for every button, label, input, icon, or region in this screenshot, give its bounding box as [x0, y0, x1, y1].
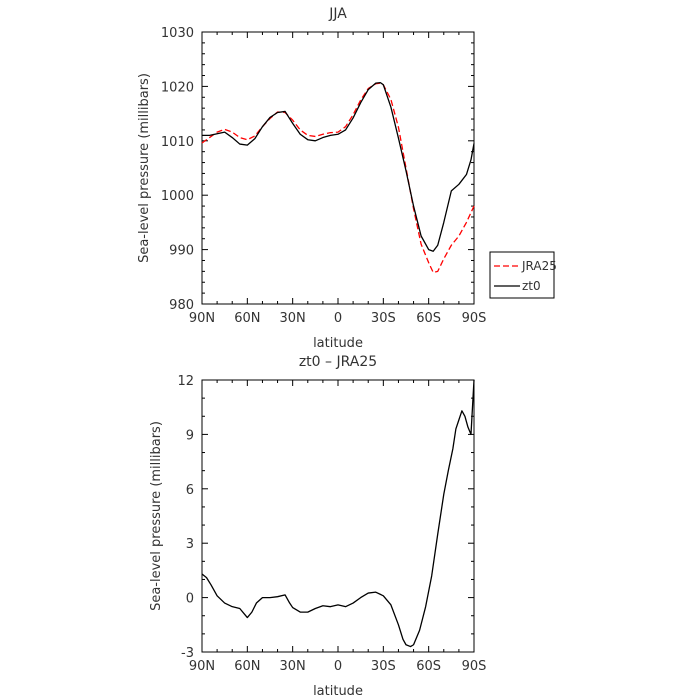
- y-tick-label: 1020: [161, 80, 194, 95]
- top-panel: JJA 980 990 1000 1010 1020 1030 90N 60N 30N 0 30S…: [137, 6, 486, 351]
- y-tick-label: 1000: [161, 189, 194, 204]
- x-tick-label: 60S: [416, 311, 441, 326]
- x-tick-label: 90S: [462, 311, 487, 326]
- bottom-x-axis-title: latitude: [313, 684, 363, 699]
- y-tick-label: 1030: [161, 26, 194, 41]
- y-tick-label: 6: [186, 483, 194, 498]
- y-tick-label: 1010: [161, 135, 194, 150]
- y-tick-label: 12: [177, 374, 194, 389]
- x-tick-label: 60N: [234, 659, 260, 674]
- bottom-series-lines: [201, 379, 475, 648]
- series-line-zt0: [202, 81, 475, 252]
- bottom-y-ticks: -3 0 3 6 9 12: [177, 374, 474, 661]
- x-tick-label: 60S: [416, 659, 441, 674]
- y-tick-label: 3: [186, 537, 194, 552]
- bottom-panel-title: zt0 – JRA25: [299, 354, 377, 370]
- top-y-ticks: 980 990 1000 1010 1020 1030: [161, 26, 474, 313]
- legend-label-jra25: JRA25: [521, 259, 557, 273]
- top-y-axis-title: Sea-level pressure (millibars): [137, 73, 152, 263]
- y-tick-label: 990: [169, 244, 194, 259]
- series-line-difference: [201, 379, 475, 648]
- top-x-axis-title: latitude: [313, 336, 363, 351]
- series-line-jra25: [201, 82, 475, 274]
- y-tick-label: 9: [186, 428, 194, 443]
- y-tick-label: -3: [181, 646, 194, 661]
- x-tick-label: 30S: [371, 311, 396, 326]
- y-tick-label: 0: [186, 592, 194, 607]
- x-tick-label: 30S: [371, 659, 396, 674]
- x-tick-label: 30N: [280, 659, 306, 674]
- legend: JRA25 zt0: [489, 251, 557, 299]
- bottom-x-ticks: 90N 60N 30N 0 30S 60S 90S: [189, 380, 487, 674]
- legend-label-zt0: zt0: [522, 279, 541, 293]
- bottom-y-axis-title: Sea-level pressure (millibars): [149, 421, 164, 611]
- x-tick-label: 90N: [189, 311, 215, 326]
- y-tick-label: 980: [169, 298, 194, 313]
- top-x-ticks: 90N 60N 30N 0 30S 60S 90S: [189, 32, 487, 326]
- x-tick-label: 90S: [462, 659, 487, 674]
- x-tick-label: 0: [334, 659, 342, 674]
- x-tick-label: 90N: [189, 659, 215, 674]
- top-series-lines: [201, 81, 475, 274]
- x-tick-label: 0: [334, 311, 342, 326]
- top-plot-frame: [201, 31, 475, 305]
- x-tick-label: 60N: [234, 311, 260, 326]
- legend-box: [489, 251, 555, 299]
- x-tick-label: 30N: [280, 311, 306, 326]
- top-panel-title: JJA: [328, 6, 347, 22]
- bottom-panel: zt0 – JRA25 -3 0 3 6 9 12 90N 60N 30N 0 30S 60S 90S…: [149, 354, 486, 699]
